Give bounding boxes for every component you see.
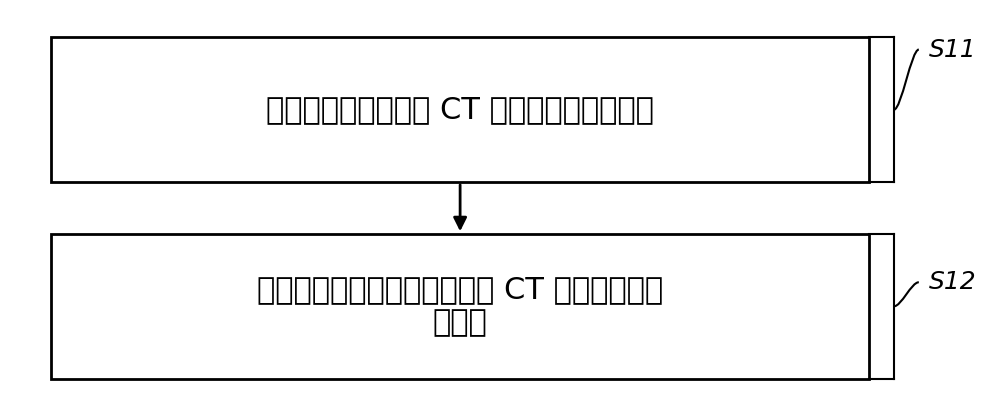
Text: S12: S12 xyxy=(929,270,976,294)
Text: 对缩放后的所述原始胸部平扫 CT 图像执行归一
化操作: 对缩放后的所述原始胸部平扫 CT 图像执行归一 化操作 xyxy=(257,275,663,338)
FancyBboxPatch shape xyxy=(51,38,869,182)
Text: S11: S11 xyxy=(929,38,976,61)
FancyBboxPatch shape xyxy=(51,234,869,379)
Text: 将所述原始胸部平扫 CT 图像缩放到设定尺寸: 将所述原始胸部平扫 CT 图像缩放到设定尺寸 xyxy=(266,95,654,124)
